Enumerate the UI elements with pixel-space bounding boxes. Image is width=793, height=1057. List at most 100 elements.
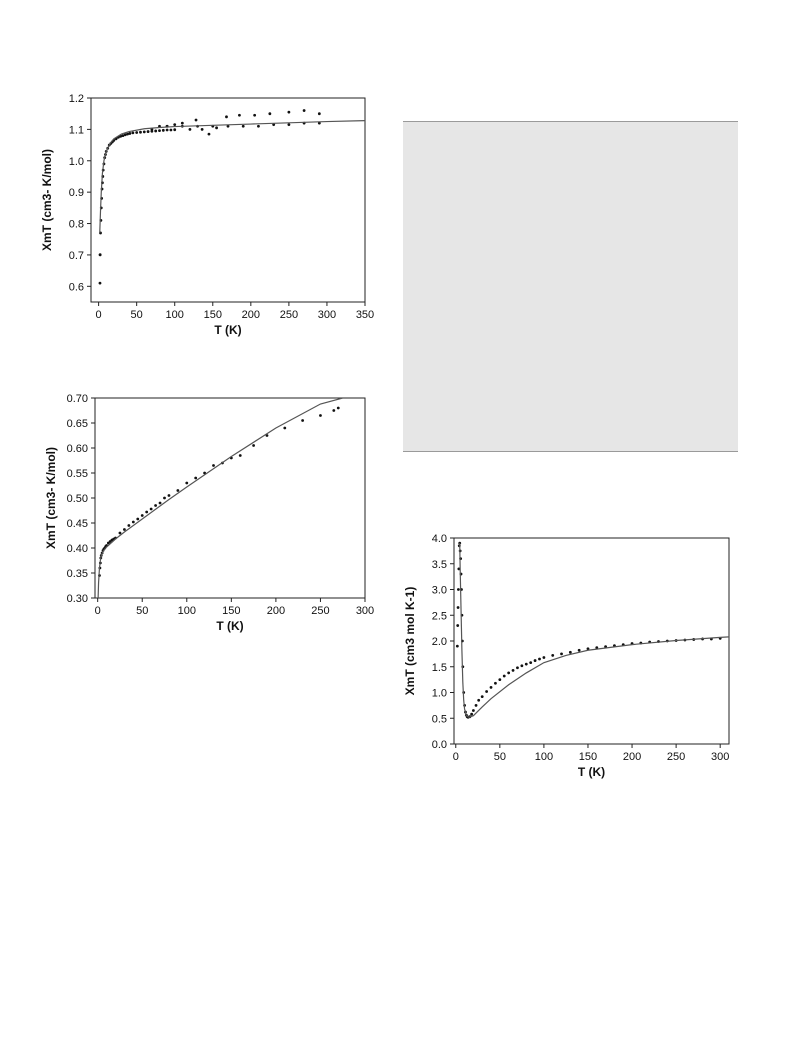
y-tick-label: 0.70: [67, 393, 88, 405]
data-point: [595, 646, 599, 650]
data-point: [485, 690, 489, 693]
data-point: [577, 648, 581, 652]
y-tick-label: 3.0: [432, 585, 447, 597]
data-point: [135, 131, 139, 134]
data-point: [154, 504, 157, 507]
data-point: [226, 124, 230, 128]
data-point: [471, 709, 475, 712]
x-tick-label: 300: [356, 605, 374, 617]
data-point: [185, 481, 189, 485]
x-tick-label: 250: [311, 605, 329, 617]
data-point: [268, 112, 272, 116]
y-tick-label: 0.8: [69, 219, 84, 231]
data-point: [253, 113, 257, 117]
data-point: [167, 494, 171, 497]
x-tick-label: 100: [535, 751, 553, 763]
data-point: [498, 678, 502, 682]
x-axis-label: T (K): [214, 323, 241, 337]
data-point: [480, 695, 484, 699]
y-tick-label: 0.65: [67, 418, 88, 430]
data-point: [302, 109, 306, 112]
data-point: [158, 129, 161, 133]
data-point: [511, 668, 515, 672]
y-tick-label: 2.5: [432, 610, 447, 622]
y-tick-label: 0.40: [67, 543, 88, 555]
x-tick-label: 200: [242, 309, 260, 321]
data-point: [123, 133, 127, 137]
data-point: [194, 118, 198, 122]
y-tick-label: 0.7: [69, 250, 84, 262]
data-point: [128, 132, 132, 135]
data-point: [287, 123, 291, 127]
data-point: [538, 657, 541, 661]
y-tick-label: 1.5: [432, 662, 447, 674]
data-point: [139, 130, 142, 134]
fit-line: [97, 398, 343, 598]
x-tick-label: 350: [356, 309, 374, 321]
data-point: [121, 134, 125, 138]
y-axis-label: XmT (cm3- K/mol): [44, 447, 58, 549]
data-point: [252, 444, 256, 447]
data-point: [142, 130, 146, 134]
x-tick-label: 150: [222, 605, 240, 617]
data-point: [123, 528, 126, 531]
x-tick-label: 200: [267, 605, 285, 617]
data-point: [176, 489, 180, 492]
data-point: [241, 124, 245, 128]
data-point: [560, 652, 563, 656]
data-point: [551, 654, 555, 657]
data-point: [140, 514, 144, 517]
y-tick-label: 1.1: [69, 124, 84, 136]
data-point: [131, 131, 135, 135]
data-point: [163, 496, 166, 500]
y-tick-label: 0.55: [67, 468, 88, 480]
y-tick-label: 0.0: [432, 739, 447, 751]
data-point: [145, 510, 149, 514]
plot-frame: [453, 537, 730, 745]
data-point: [494, 681, 497, 685]
data-point: [188, 127, 192, 131]
data-point: [225, 115, 228, 119]
data-point: [98, 281, 102, 285]
data-point: [529, 661, 533, 665]
data-point: [118, 531, 122, 535]
data-point: [200, 127, 204, 131]
x-tick-label: 0: [95, 605, 101, 617]
y-axis-label: XmT (cm3- K/mol): [40, 149, 54, 251]
data-point: [477, 698, 481, 702]
gray-panel: [403, 121, 738, 452]
x-tick-label: 300: [711, 751, 729, 763]
data-point: [194, 476, 198, 480]
data-point: [287, 110, 291, 114]
data-point: [456, 606, 460, 609]
y-axis-label: XmT (cm3 mol K-1): [403, 587, 417, 696]
data-point: [215, 126, 218, 130]
data-point: [542, 656, 546, 659]
data-point: [336, 406, 340, 410]
data-point: [131, 520, 135, 524]
y-tick-label: 3.5: [432, 559, 447, 571]
data-point: [149, 507, 153, 511]
x-tick-label: 100: [178, 605, 196, 617]
fit-line: [459, 543, 729, 718]
data-point: [520, 664, 524, 668]
chart-2: 0 50 100 150 200 250 300 0.30 0.35 0.40 0.45 0.50 0.…: [44, 393, 374, 633]
y-tick-label: 0.30: [67, 593, 88, 605]
data-point: [238, 113, 241, 117]
data-point: [456, 624, 460, 627]
data-point: [455, 644, 459, 648]
y-tick-label: 1.2: [69, 93, 84, 105]
data-point: [533, 659, 537, 662]
data-point: [173, 128, 177, 132]
data-point: [127, 524, 131, 527]
y-tick-label: 1.0: [69, 156, 84, 168]
y-tick-label: 0.5: [432, 713, 447, 725]
chart-3: 0 50 100 150 200 250 300 0.0 0.5 1.0 1.5 2.0 2.5 3.0 3…: [403, 533, 730, 779]
x-tick-label: 50: [131, 309, 143, 321]
data-point: [516, 666, 519, 670]
data-point: [470, 712, 474, 716]
x-tick-label: 150: [204, 309, 222, 321]
data-point: [489, 685, 493, 689]
data-point: [173, 123, 177, 127]
plot-frame: [94, 397, 366, 599]
